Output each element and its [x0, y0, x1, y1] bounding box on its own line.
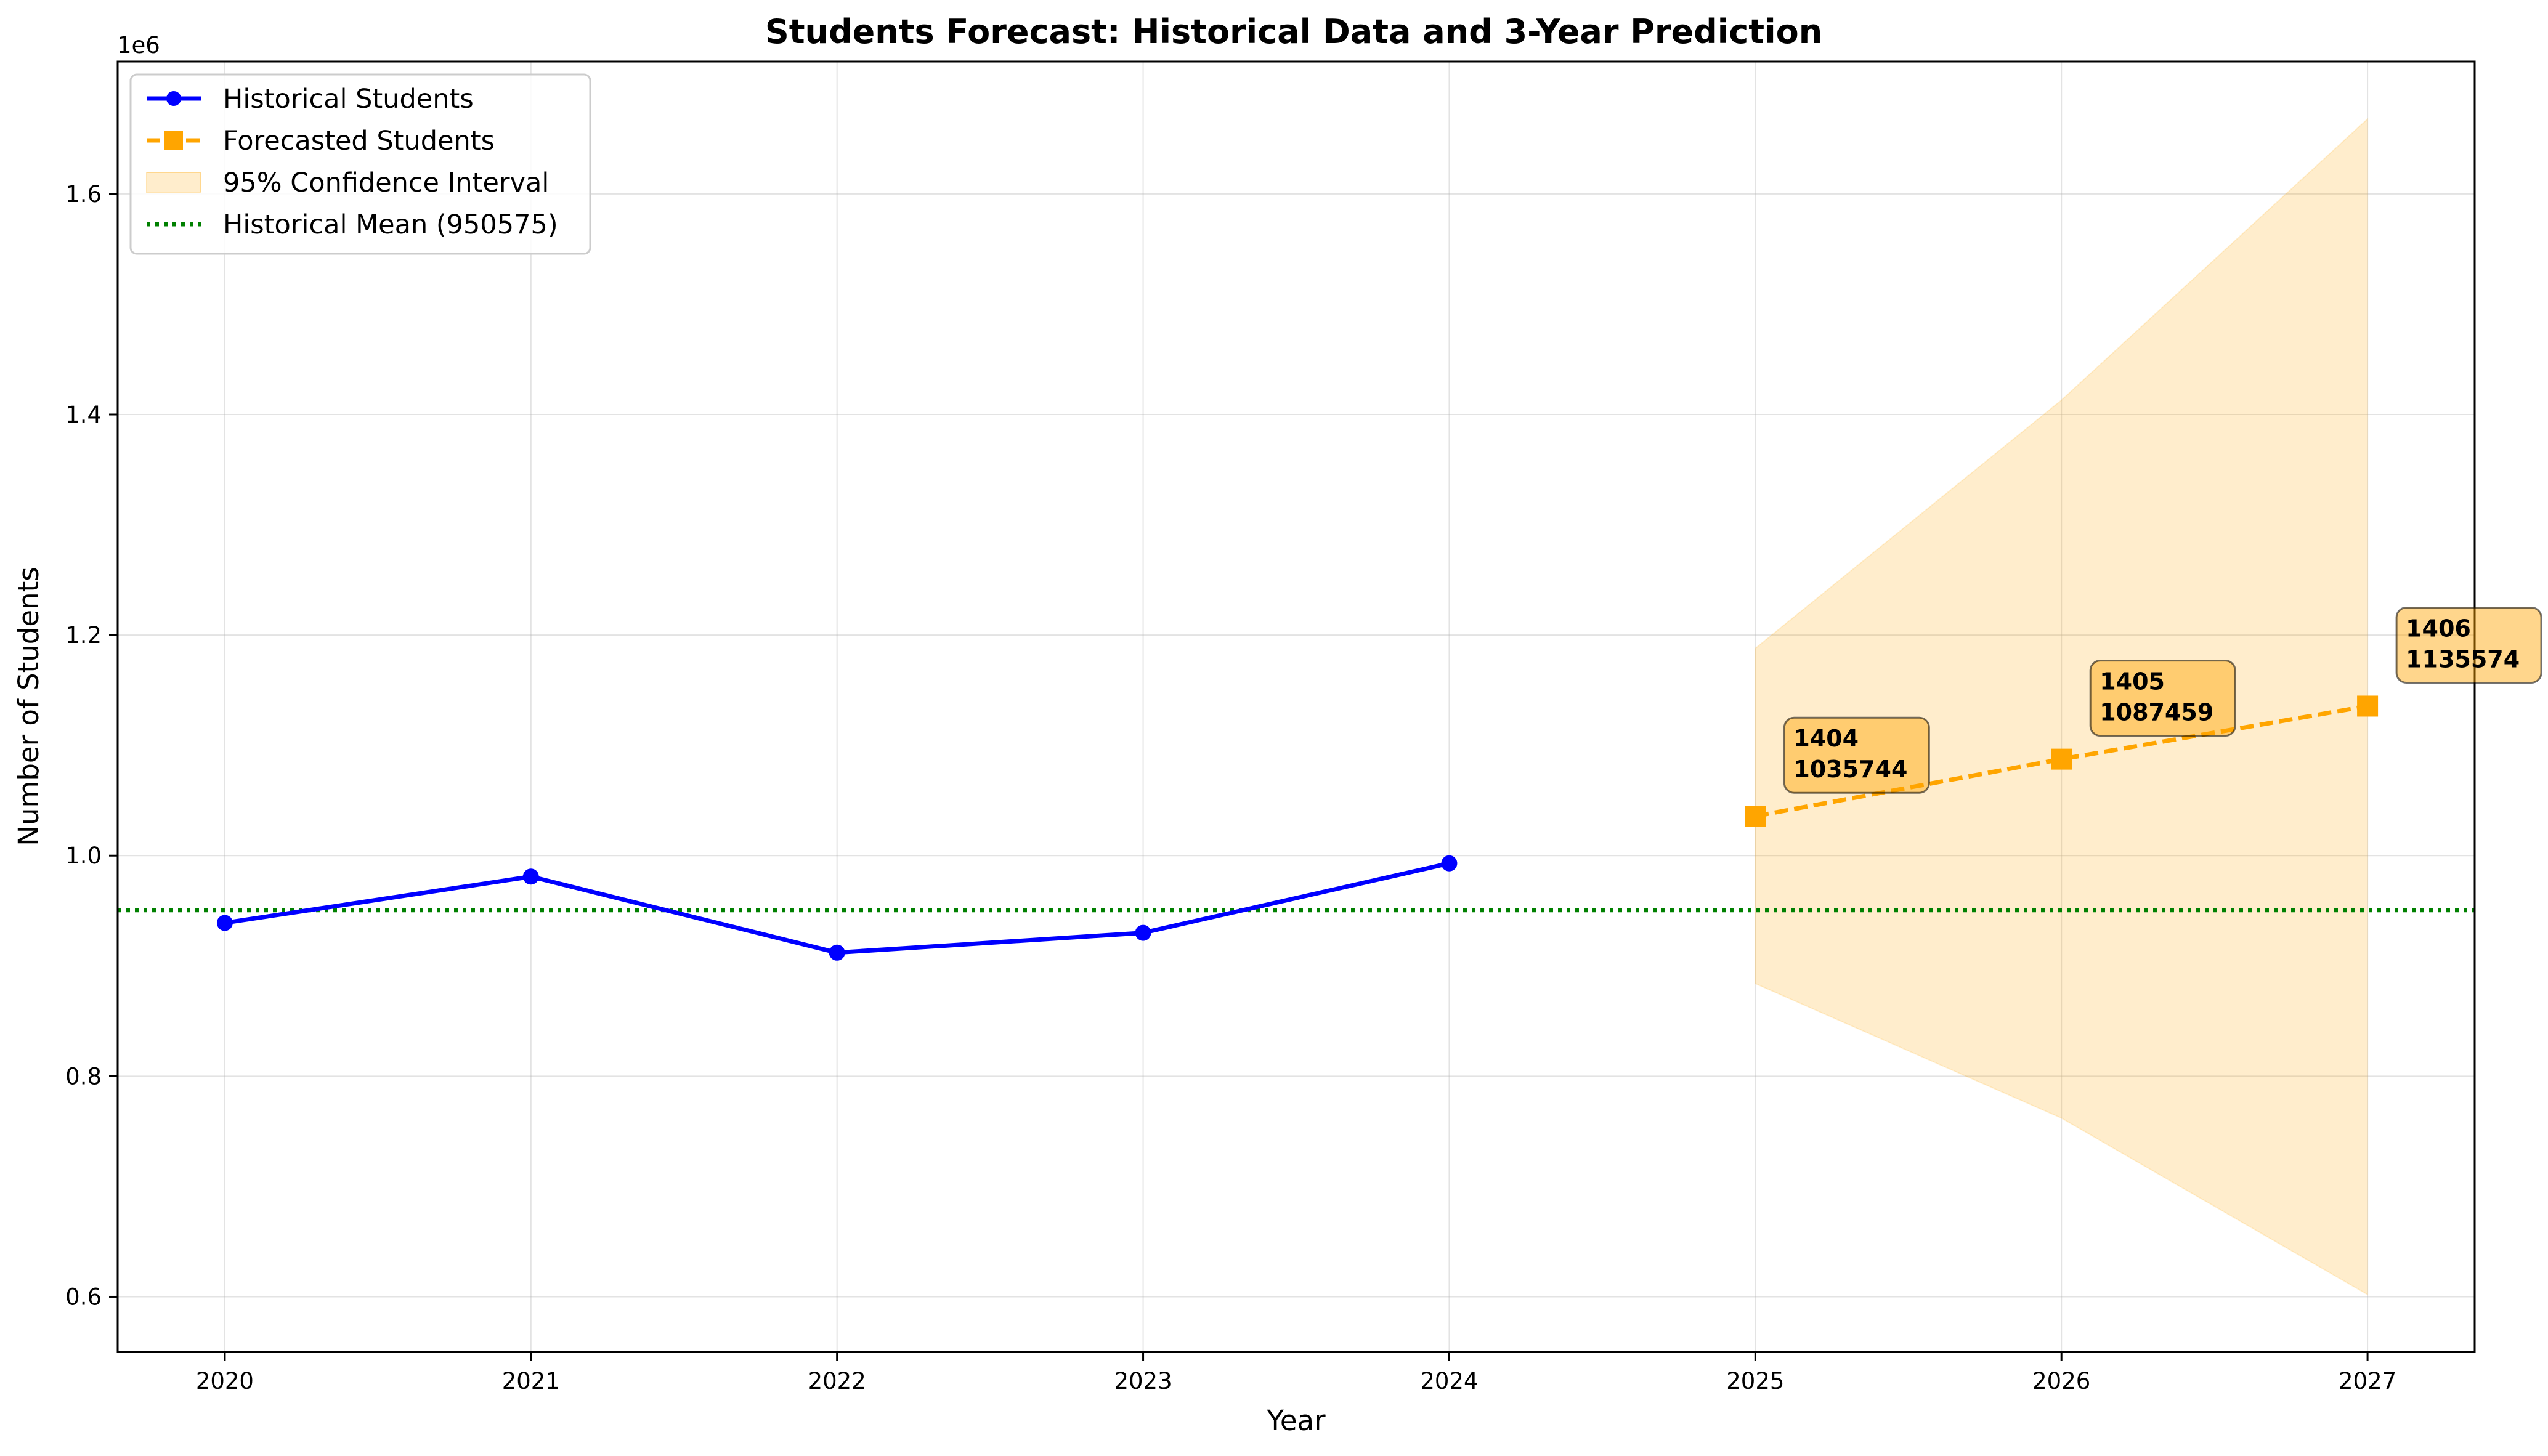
legend: Historical Students Forecasted Students …	[129, 73, 591, 255]
annotation-value: 1087459	[2100, 699, 2213, 726]
historical-point	[1135, 924, 1151, 941]
annotation-box	[1783, 716, 1930, 794]
x-tick-label: 2025	[1726, 1368, 1784, 1394]
x-tick-label: 2024	[1420, 1368, 1478, 1394]
forecast-point	[2357, 695, 2379, 717]
y-axis-label: Number of Students	[12, 567, 45, 846]
x-tick-label: 2026	[2032, 1368, 2090, 1394]
forecast-series-line	[1755, 704, 2368, 819]
forecast-point	[2051, 748, 2072, 770]
x-tick-label: 2022	[808, 1368, 866, 1394]
annotation-box	[2089, 660, 2236, 737]
historical-point	[829, 944, 845, 961]
y-tick-label: 1.4	[65, 402, 102, 428]
legend-confidence-label: 95% Confidence Interval	[223, 168, 549, 198]
chart-title: Students Forecast: Historical Data and 3…	[765, 12, 1822, 51]
x-tick-label: 2027	[2339, 1368, 2396, 1394]
annotation-year: 1406	[2406, 615, 2471, 642]
y-tick-label: 0.8	[65, 1063, 102, 1090]
legend-forecast-swatch-marker	[164, 131, 183, 150]
historical-point	[1441, 855, 1458, 872]
y-tick-label: 1.0	[65, 843, 102, 869]
plot-frame	[116, 60, 2476, 1353]
marker-layer	[216, 695, 2379, 961]
annotation-year: 1405	[2100, 668, 2165, 695]
historical-point	[522, 868, 539, 885]
annotation-box	[2395, 606, 2542, 684]
legend-box	[129, 73, 591, 255]
legend-forecast-label: Forecasted Students	[223, 126, 495, 156]
legend-confidence-swatch	[146, 172, 201, 193]
confidence-band-layer	[1755, 117, 2369, 1296]
y-tick-label: 0.6	[65, 1284, 102, 1310]
annotation-year: 1404	[1793, 725, 1859, 752]
ticks: 2020 2021 2022 2023 2024 2025 2026 2027 0.6 0.8 1.…	[65, 181, 2396, 1394]
annotations: 1404 1035744 1405 1087459 1406 1135574	[1783, 606, 2542, 794]
x-axis-label: Year	[1266, 1404, 1326, 1437]
y-tick-label: 1.6	[65, 181, 102, 208]
legend-historical-label: Historical Students	[223, 84, 474, 115]
x-tick-label: 2020	[196, 1368, 254, 1394]
y-axis-offset-label: 1e6	[117, 32, 160, 59]
x-tick-label: 2023	[1114, 1368, 1172, 1394]
legend-mean-label: Historical Mean (950575)	[223, 209, 558, 240]
historical-point	[216, 915, 233, 931]
forecast-point	[1745, 806, 1766, 827]
annotation-value: 1035744	[1793, 756, 1907, 783]
y-tick-label: 1.2	[65, 622, 102, 649]
x-tick-label: 2021	[502, 1368, 560, 1394]
confidence-band	[1755, 117, 2369, 1296]
annotation-value: 1135574	[2406, 645, 2520, 673]
grid	[118, 62, 2475, 1352]
legend-historical-swatch-marker	[166, 91, 181, 106]
